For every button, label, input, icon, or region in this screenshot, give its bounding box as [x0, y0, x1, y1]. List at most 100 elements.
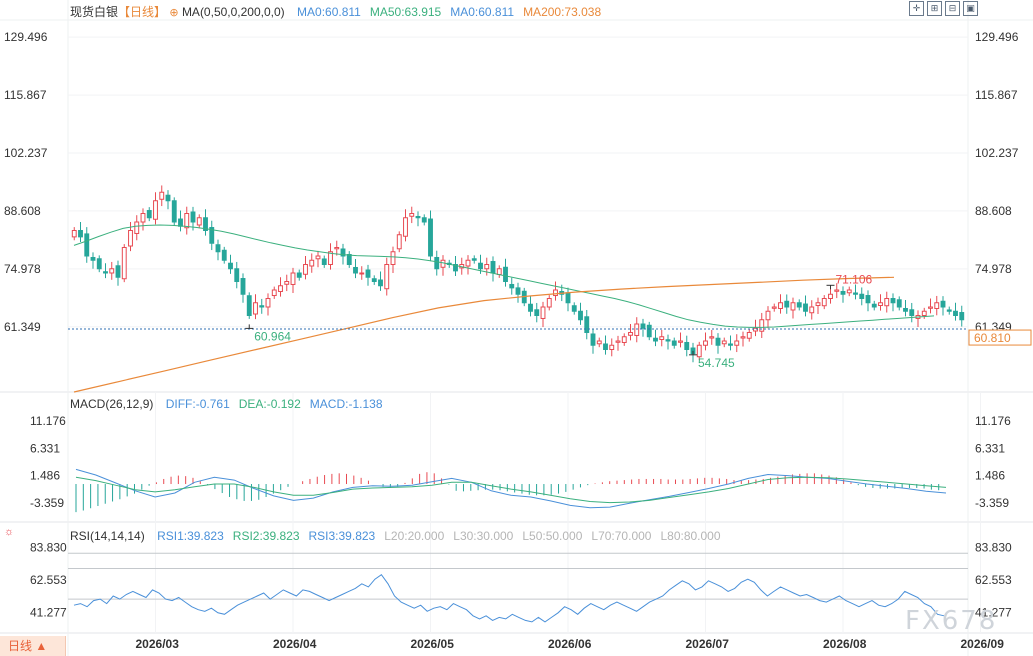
candle-body: [640, 323, 646, 329]
macd-tick-left: 11.176: [30, 414, 66, 428]
price-tick-right: 102.237: [975, 146, 1019, 160]
rsi-tick-right: 83.830: [975, 540, 1012, 554]
candle-body: [740, 336, 746, 339]
macd-legend: MACD(26,12,9) DIFF:-0.761 DEA:-0.192 MACD:…: [70, 397, 383, 411]
symbol-name: 现货白银: [70, 5, 119, 19]
candle-body: [190, 211, 196, 223]
candle-body: [553, 289, 558, 297]
candle-body: [428, 218, 433, 257]
candle-body: [378, 279, 383, 287]
ma-item: MA200:73.038: [523, 5, 602, 19]
candle-body: [103, 271, 108, 274]
settings-icon[interactable]: ⊕: [169, 7, 179, 19]
candle-body: [434, 256, 440, 270]
macd-tick-right: 6.331: [975, 441, 1005, 455]
candle-body: [228, 262, 233, 270]
zoom-out-icon[interactable]: ⊟: [945, 1, 960, 16]
candle-body: [528, 303, 533, 312]
ma50-line: [73, 224, 935, 328]
zoom-in-icon[interactable]: ⊞: [927, 1, 942, 16]
rsi-item: L30:30.000: [453, 529, 514, 543]
crosshair-icon[interactable]: ✛: [909, 1, 924, 16]
rsi-tick-left: 62.553: [30, 573, 67, 587]
candle-body: [634, 323, 640, 336]
time-label: 2026/05: [411, 637, 455, 651]
candle-body: [784, 300, 790, 308]
candle-body: [271, 289, 277, 297]
macd-items: DIFF:-0.761 DEA:-0.192 MACD:-1.138: [157, 397, 383, 411]
candle-body: [109, 268, 115, 274]
price-tick-right: 88.608: [975, 204, 1012, 218]
price-tick-right: 129.496: [975, 30, 1019, 44]
candle-body: [665, 339, 671, 342]
candle-body: [353, 266, 358, 274]
time-label: 2026/03: [136, 637, 180, 651]
rsi-tick-left: 41.277: [30, 605, 67, 619]
candle-body: [484, 264, 490, 270]
candle-body: [90, 256, 96, 261]
rsi-item: RSI2:39.823: [232, 529, 300, 543]
macd-diff-line: [75, 468, 947, 509]
price-tick-left: 102.237: [4, 146, 48, 160]
candle-body: [453, 264, 458, 272]
candle-body: [928, 306, 933, 309]
macd-dea-line: [75, 476, 947, 504]
candle-body: [128, 230, 133, 247]
candle-body: [409, 213, 415, 217]
candle-body: [934, 302, 940, 309]
period-name: 【日线】: [118, 5, 167, 19]
macd-item: DIFF:-0.761: [165, 397, 230, 411]
candle-body: [440, 259, 446, 268]
time-label: 2026/09: [961, 637, 1005, 651]
reset-icon[interactable]: ▣: [963, 1, 978, 16]
candle-body: [234, 268, 240, 282]
candle-body: [490, 261, 496, 274]
candle-body: [721, 340, 727, 345]
annotation-low1: 60.964: [254, 329, 291, 343]
candle-body: [646, 324, 652, 338]
price-tick-left: 129.496: [4, 30, 48, 44]
candle-body: [365, 269, 371, 278]
candle-body: [309, 259, 315, 267]
macd-tick-left: 6.331: [30, 441, 60, 455]
rsi-tick-left: 83.830: [30, 540, 67, 554]
candle-body: [859, 293, 865, 299]
candle-body: [534, 309, 540, 317]
chart-toolbar: ✛ ⊞ ⊟ ▣: [909, 1, 978, 16]
candle-body: [871, 303, 877, 308]
candle-body: [684, 341, 690, 350]
candle-body: [415, 215, 421, 219]
ma200-line: [73, 276, 895, 393]
candle-body: [571, 305, 577, 312]
candle-body: [696, 344, 702, 358]
candle-body: [328, 251, 333, 265]
candle-body: [921, 310, 927, 316]
candle-body: [603, 343, 608, 351]
candle-body: [278, 285, 283, 292]
candle-body: [78, 230, 83, 238]
candle-body: [884, 298, 890, 307]
rsi-items: RSI1:39.823 RSI2:39.823 RSI3:39.823 L20:20.…: [148, 529, 720, 543]
ma-items: MA0:60.811 MA50:63.915 MA0:60.811 MA200:73.…: [288, 5, 601, 19]
ma-params: MA(0,50,0,200,0,0): [181, 5, 285, 19]
candle-body: [296, 272, 302, 278]
period-selector-button[interactable]: 日线 ▲: [0, 636, 66, 656]
candle-body: [265, 298, 271, 308]
candle-body: [828, 293, 833, 299]
candle-body: [609, 344, 615, 350]
rsi-settings-icon[interactable]: ☼: [4, 526, 15, 538]
candle-body: [709, 336, 715, 339]
rsi-tick-right: 41.277: [975, 605, 1012, 619]
candle-body: [359, 272, 365, 275]
candle-body: [815, 302, 821, 307]
macd-tick-left: -3.359: [30, 496, 64, 510]
candle-body: [253, 302, 258, 315]
rsi-item: RSI3:39.823: [308, 529, 376, 543]
candle-body: [203, 217, 208, 231]
rsi-item: L50:50.000: [522, 529, 583, 543]
macd-item: DEA:-0.192: [238, 397, 301, 411]
candle-body: [953, 310, 958, 316]
rsi-item: L20:20.000: [384, 529, 445, 543]
candle-body: [728, 343, 733, 346]
macd-tick-right: 11.176: [975, 414, 1011, 428]
